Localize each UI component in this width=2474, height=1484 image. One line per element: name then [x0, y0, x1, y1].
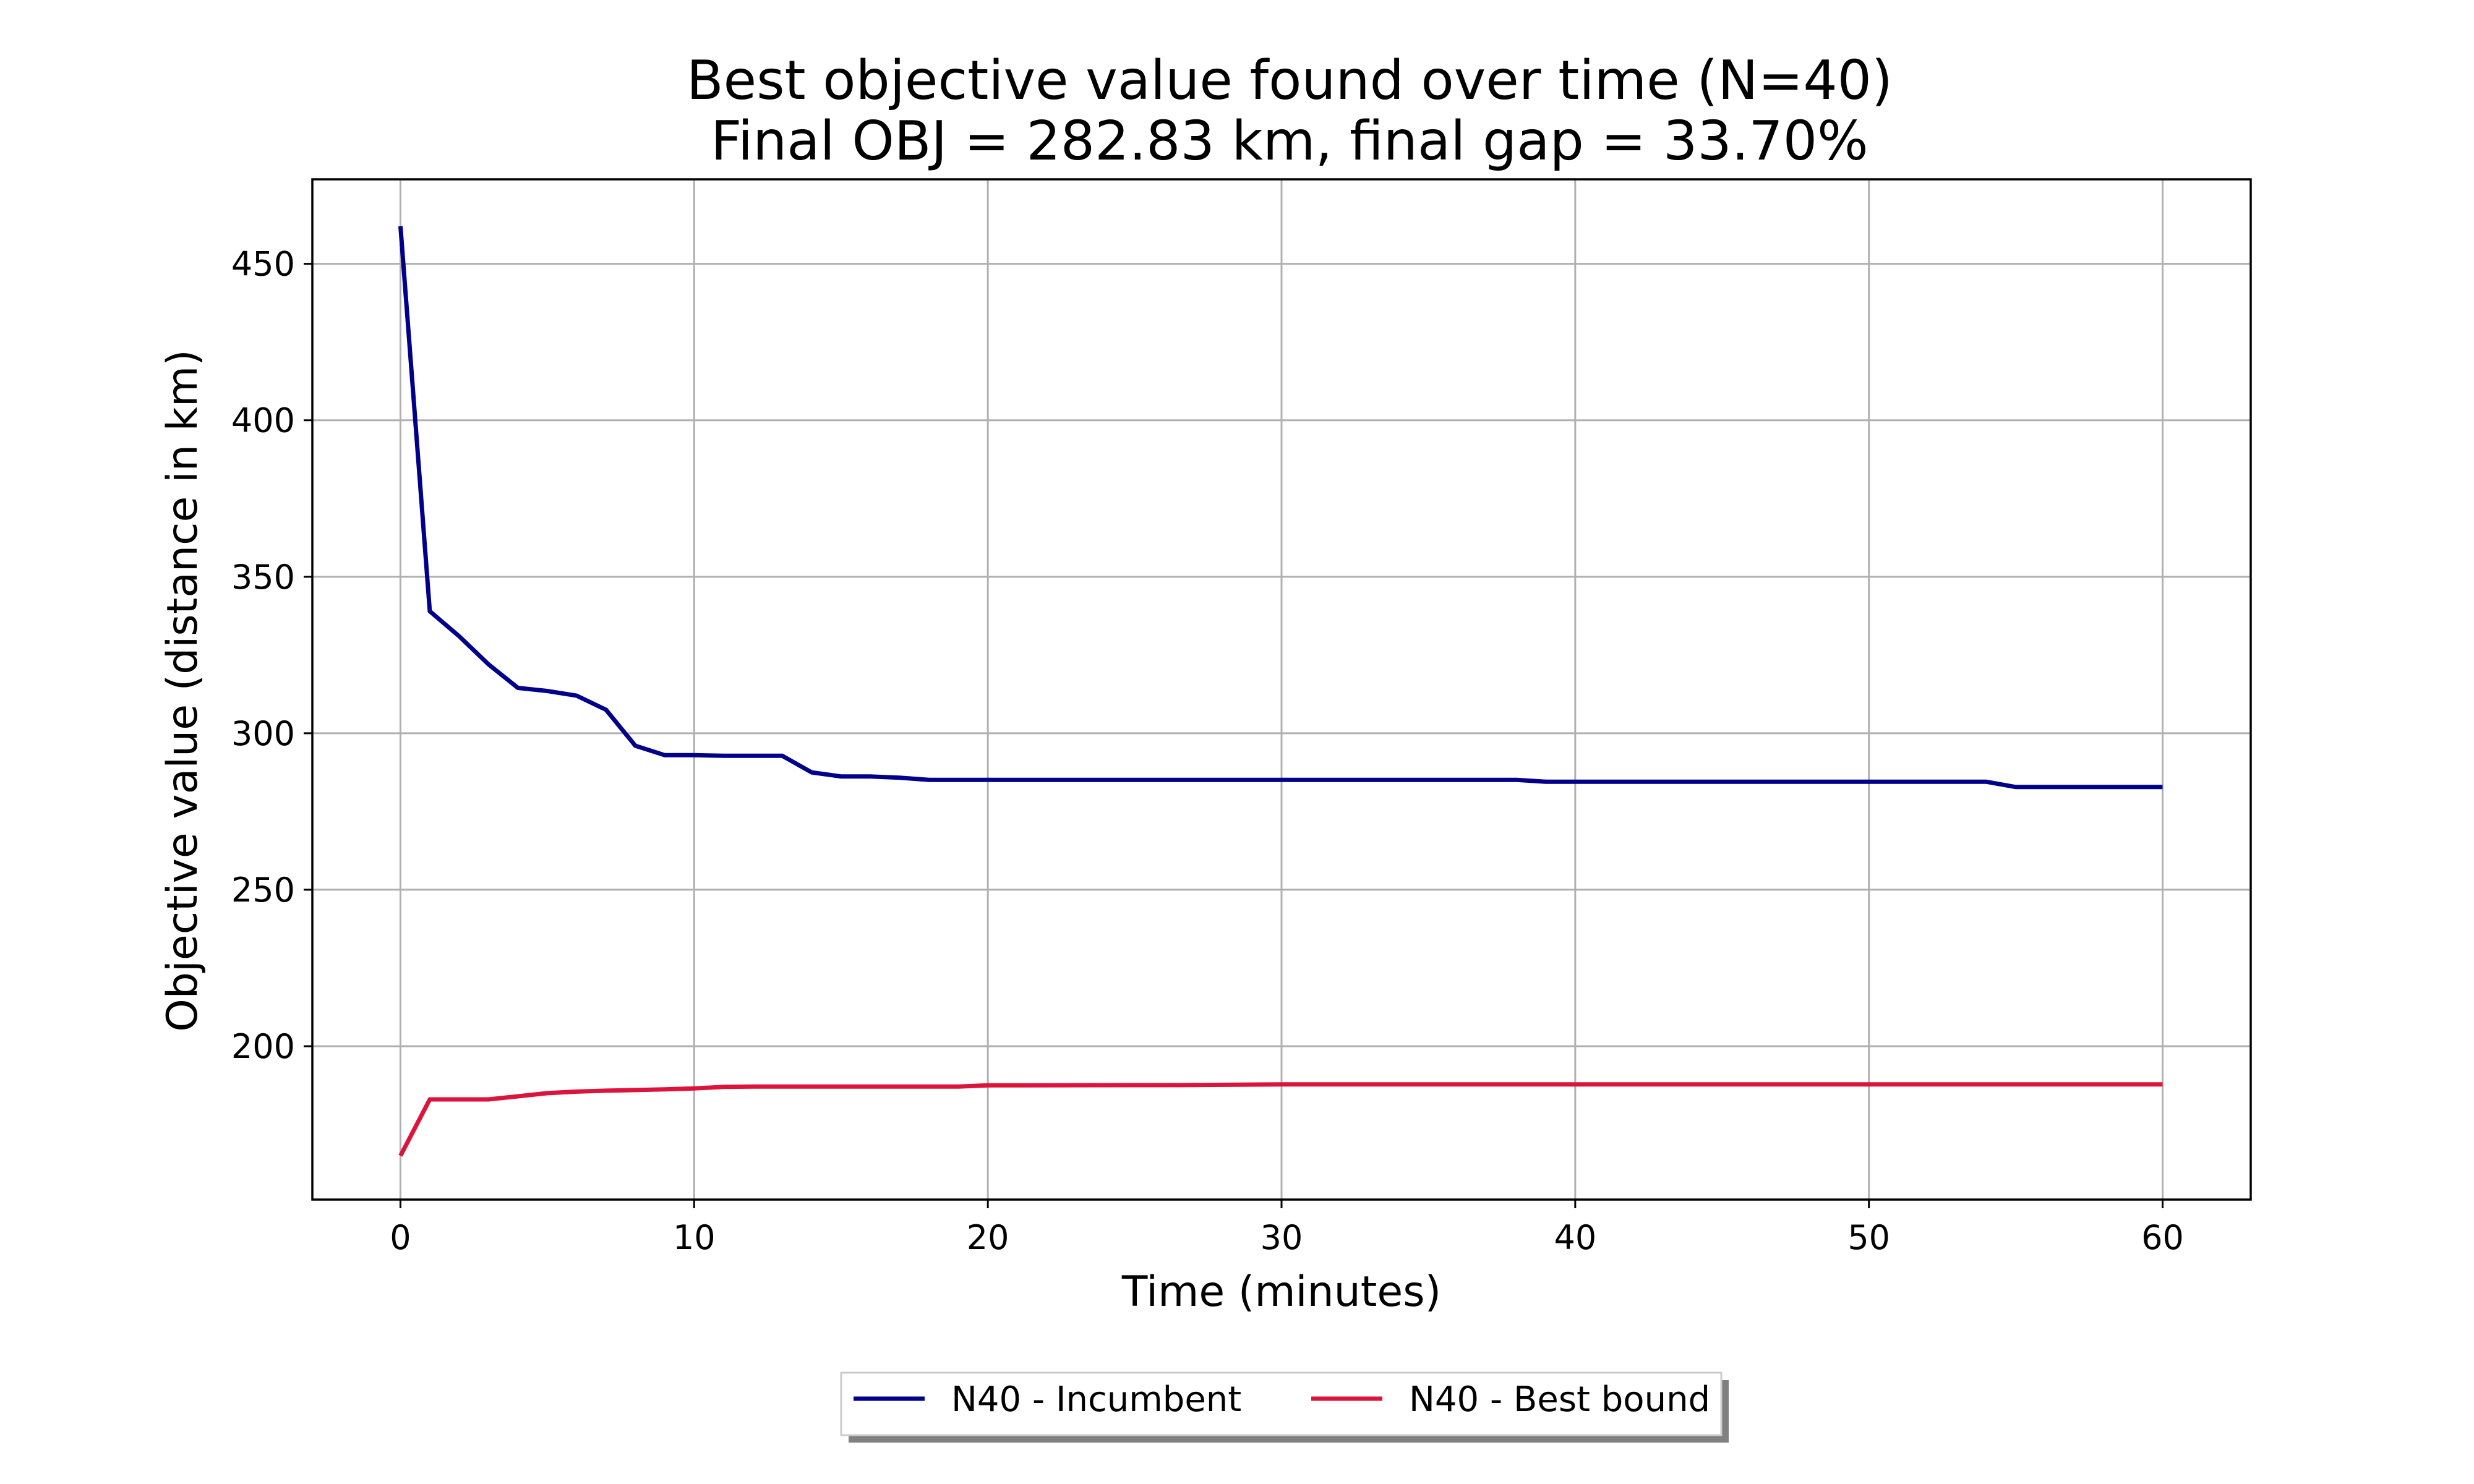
- x-axis-label: Time (minutes): [1121, 1268, 1441, 1316]
- x-tick-label: 60: [2141, 1218, 2184, 1257]
- chart-title: Best objective value found over time (N=…: [687, 49, 1893, 112]
- x-tick-label: 40: [1554, 1218, 1596, 1257]
- y-tick-label: 400: [231, 401, 295, 440]
- y-axis-label: Objective value (distance in km): [158, 349, 207, 1031]
- series-line-n40-best-bound: [398, 1082, 2163, 1157]
- x-tick-label: 20: [967, 1218, 1009, 1257]
- x-tick-label: 10: [673, 1218, 716, 1257]
- legend-label-best-bound: N40 - Best bound: [1409, 1380, 1710, 1420]
- legend: N40 - Incumbent N40 - Best bound: [840, 1371, 1729, 1443]
- series-line-n40-incumbent: [398, 226, 2163, 790]
- y-tick-label: 450: [231, 245, 295, 284]
- y-tick-label: 350: [231, 558, 295, 597]
- grid-lines: [312, 179, 2251, 1200]
- legend-box: [840, 1371, 1723, 1436]
- x-tick-label: 0: [390, 1218, 411, 1257]
- axis-ticks: 0 10 20 30 40 50 60 200 250 300 350 400 450: [231, 245, 2184, 1257]
- legend-label-incumbent: N40 - Incumbent: [951, 1380, 1241, 1420]
- y-tick-label: 200: [231, 1027, 295, 1066]
- y-tick-label: 300: [231, 714, 295, 753]
- series-layer: [398, 226, 2163, 1157]
- chart-subtitle: Final OBJ = 282.83 km, final gap = 33.70…: [711, 109, 1868, 173]
- y-tick-label: 250: [231, 871, 295, 910]
- x-tick-label: 50: [1847, 1218, 1890, 1257]
- x-tick-label: 30: [1261, 1218, 1303, 1257]
